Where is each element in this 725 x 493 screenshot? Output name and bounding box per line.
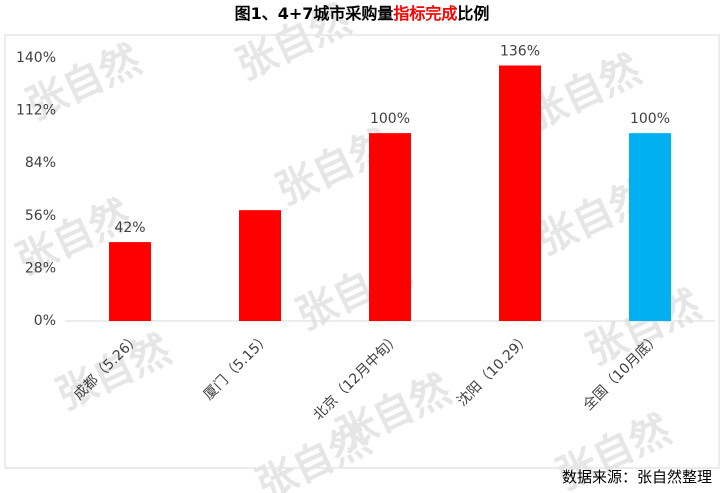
bar bbox=[629, 133, 671, 321]
bar bbox=[109, 242, 151, 321]
title-part: 指标完成 bbox=[393, 4, 457, 23]
title-part: 比例 bbox=[457, 4, 489, 23]
y-tick-label: 0% bbox=[34, 313, 56, 329]
value-label: 136% bbox=[500, 44, 540, 60]
y-tick-label: 112% bbox=[16, 103, 56, 119]
x-tick-label: 厦门（5.15） bbox=[201, 330, 274, 403]
bar bbox=[499, 65, 541, 321]
y-tick-label: 140% bbox=[16, 50, 56, 66]
chart-border bbox=[4, 34, 720, 469]
bar bbox=[239, 210, 281, 321]
y-tick-label: 84% bbox=[25, 155, 56, 171]
title-part: 图1、4+7城市采购量 bbox=[235, 4, 394, 23]
watermark: 张自然 bbox=[49, 327, 177, 419]
chart-title: 图1、4+7城市采购量指标完成比例 bbox=[235, 4, 490, 23]
y-tick-label: 56% bbox=[25, 208, 56, 224]
value-label: 100% bbox=[630, 111, 670, 127]
value-label: 42% bbox=[114, 220, 145, 236]
y-tick-label: 28% bbox=[25, 260, 56, 276]
watermark: 张自然 bbox=[249, 417, 377, 493]
source-note: 数据来源：张自然整理 bbox=[562, 468, 712, 486]
bar bbox=[369, 133, 411, 321]
value-label: 100% bbox=[370, 111, 410, 127]
x-tick-label: 沈阳（10.29） bbox=[454, 330, 533, 409]
